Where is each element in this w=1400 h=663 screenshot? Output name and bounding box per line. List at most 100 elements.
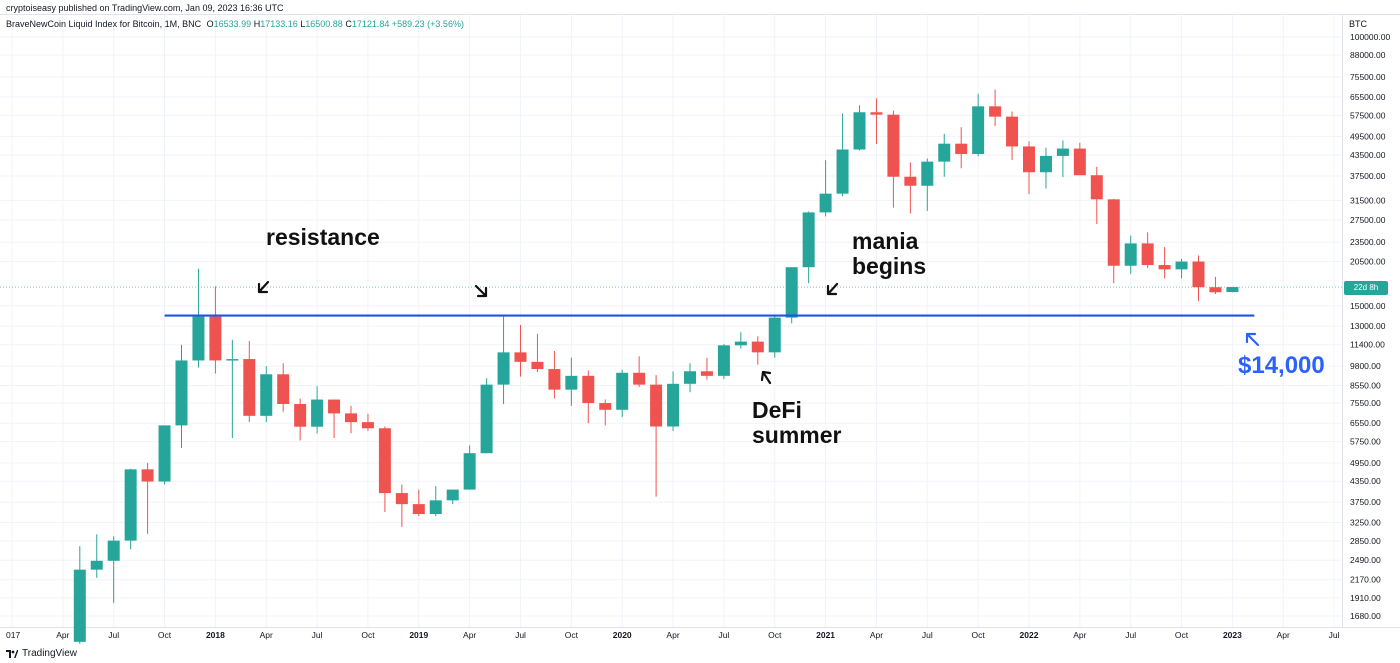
mania-line2: begins <box>852 253 927 280</box>
candle[interactable] <box>463 445 476 490</box>
candle[interactable] <box>514 324 527 377</box>
candle-body <box>836 149 849 194</box>
candle[interactable] <box>1124 235 1137 274</box>
candle[interactable] <box>429 486 442 517</box>
candle[interactable] <box>260 366 273 423</box>
candle[interactable] <box>412 489 425 517</box>
candle[interactable] <box>633 356 646 388</box>
candle[interactable] <box>955 127 968 169</box>
candle[interactable] <box>243 341 256 423</box>
candle[interactable] <box>378 426 391 513</box>
candle[interactable] <box>1192 255 1205 302</box>
candle-body <box>599 403 612 410</box>
candle[interactable] <box>751 336 764 365</box>
candle[interactable] <box>90 534 103 578</box>
candle[interactable] <box>73 546 86 644</box>
candle[interactable] <box>904 162 917 214</box>
candle[interactable] <box>667 371 680 431</box>
candle[interactable] <box>972 93 985 157</box>
candle[interactable] <box>328 399 341 439</box>
ohlc-low-label: L <box>300 19 306 29</box>
candle[interactable] <box>802 211 815 284</box>
candle[interactable] <box>226 339 239 439</box>
candle[interactable] <box>1175 258 1188 279</box>
candle[interactable] <box>1090 166 1103 225</box>
candle[interactable] <box>1023 141 1035 195</box>
candle[interactable] <box>311 386 324 434</box>
candle[interactable] <box>1006 111 1019 160</box>
candle[interactable] <box>548 351 561 399</box>
candle[interactable] <box>277 363 290 412</box>
price-axis[interactable]: 100000.00 88000.00 75500.00 65500.00 57500.0… <box>1350 32 1390 621</box>
candle-body <box>311 399 324 427</box>
level-annotation: $14,000 <box>1238 352 1325 379</box>
candle[interactable] <box>124 468 137 550</box>
price-tick-label: 15000.00 <box>1350 301 1386 311</box>
candle[interactable] <box>1226 286 1239 293</box>
candle[interactable] <box>785 267 798 324</box>
candle[interactable] <box>1209 276 1222 295</box>
candle-body <box>378 428 391 494</box>
candle[interactable] <box>565 357 578 406</box>
candle-body <box>1141 243 1154 266</box>
candle[interactable] <box>158 425 171 485</box>
candle[interactable] <box>1039 147 1052 189</box>
candle[interactable] <box>616 369 629 417</box>
footer-brand[interactable]: TradingView <box>6 648 77 659</box>
brand-label: TradingView <box>22 648 78 659</box>
candle[interactable] <box>599 399 612 426</box>
candle[interactable] <box>480 378 493 454</box>
time-tick-label: 017 <box>6 630 20 640</box>
candle[interactable] <box>734 332 747 349</box>
candle[interactable] <box>446 489 459 505</box>
time-axis[interactable]: 017 Apr Jul Oct 2018 Apr Jul Oct 2019 Apr Jul Oct 20… <box>6 630 1340 640</box>
candle[interactable] <box>582 370 595 424</box>
candle[interactable] <box>768 314 781 358</box>
candle[interactable] <box>717 344 730 379</box>
candle[interactable] <box>1056 140 1069 178</box>
candle[interactable] <box>294 398 307 441</box>
candle[interactable] <box>209 286 222 374</box>
candle[interactable] <box>531 333 544 373</box>
candle[interactable] <box>836 113 849 197</box>
candle[interactable] <box>650 375 663 497</box>
candle[interactable] <box>1141 232 1154 268</box>
time-tick-label: Oct <box>361 630 375 640</box>
time-tick-label: Jul <box>312 630 323 640</box>
candle[interactable] <box>989 89 1002 127</box>
candle[interactable] <box>361 413 374 431</box>
candle[interactable] <box>819 160 832 217</box>
candle-body <box>565 375 578 390</box>
candle[interactable] <box>395 484 408 527</box>
candle[interactable] <box>921 158 934 211</box>
candle[interactable] <box>175 344 188 448</box>
candle[interactable] <box>1158 247 1171 279</box>
time-tick-label: Apr <box>666 630 679 640</box>
candle-body <box>1039 155 1052 173</box>
time-tick-label: Apr <box>1277 630 1290 640</box>
candle-body <box>684 371 696 384</box>
candle[interactable] <box>887 110 900 208</box>
candle[interactable] <box>870 98 883 144</box>
price-tick-label: 6550.00 <box>1350 418 1381 428</box>
time-tick-label: Oct <box>768 630 782 640</box>
time-tick-label: Oct <box>565 630 579 640</box>
price-tick-label: 11400.00 <box>1350 340 1385 350</box>
candle-body <box>1175 261 1188 270</box>
candle[interactable] <box>107 536 120 604</box>
candle-body <box>938 143 951 162</box>
candle[interactable] <box>345 405 357 434</box>
candle[interactable] <box>700 357 713 380</box>
candle-body <box>1158 265 1171 270</box>
candle[interactable] <box>853 105 866 151</box>
candle[interactable] <box>1073 142 1086 176</box>
candle[interactable] <box>141 462 154 534</box>
candle[interactable] <box>684 363 696 393</box>
candle-body <box>887 114 900 177</box>
candle[interactable] <box>938 133 951 177</box>
candle[interactable] <box>1107 198 1120 284</box>
candle[interactable] <box>497 316 510 405</box>
candle[interactable] <box>192 268 205 368</box>
resistance-annotation: resistance <box>266 224 380 250</box>
